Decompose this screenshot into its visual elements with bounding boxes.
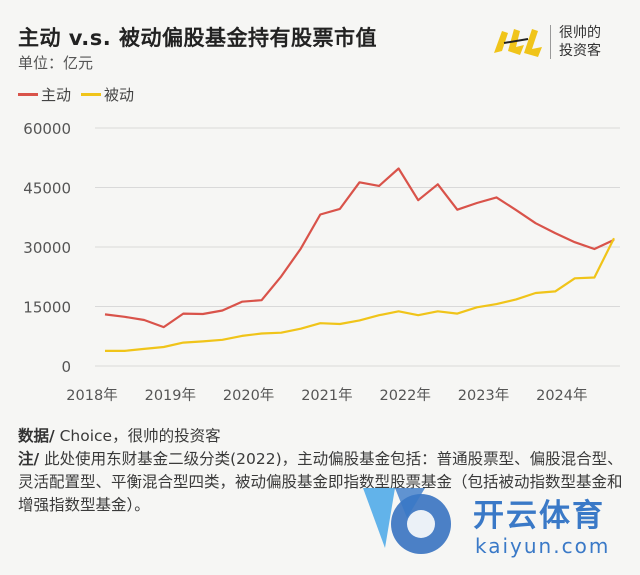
logo-divider	[550, 25, 551, 59]
x-tick-label: 2021年	[301, 387, 352, 404]
y-tick-label: 60000	[23, 120, 71, 138]
y-tick-label: 45000	[23, 180, 71, 198]
x-tick-label: 2019年	[145, 387, 196, 404]
series-line-active	[104, 167, 615, 329]
x-tick-label: 2024年	[536, 387, 587, 404]
legend-swatch-active	[18, 93, 38, 96]
legend-label-active: 主动	[41, 86, 72, 104]
legend-label-passive: 被动	[104, 86, 135, 104]
logo-line-2: 投资客	[559, 43, 601, 59]
legend-item-active: 主动	[18, 84, 71, 105]
chart-notes: 数据/ Choice，很帅的投资客 注/ 此处使用东财基金二级分类(2022)，…	[18, 425, 623, 517]
legend-swatch-passive	[81, 93, 102, 96]
legend-item-passive: 被动	[81, 84, 134, 105]
watermark-name: 开云体育	[473, 498, 605, 534]
brand-logo: 很帅的 投资客	[490, 18, 625, 66]
watermark-logo-icon	[363, 488, 451, 554]
y-tick-label: 0	[61, 358, 71, 376]
x-tick-label: 2023年	[458, 387, 509, 404]
y-tick-label: 30000	[23, 239, 71, 257]
watermark-url: kaiyun.com	[475, 534, 611, 558]
logo-line-1: 很帅的	[559, 25, 601, 41]
y-tick-label: 15000	[23, 299, 71, 317]
unit-label: 单位：亿元	[18, 54, 94, 72]
source-label: 数据/	[18, 427, 55, 445]
source-text: Choice，很帅的投资客	[54, 427, 221, 445]
x-tick-label: 2022年	[379, 387, 430, 404]
x-tick-label: 2020年	[223, 387, 274, 404]
line-chart: 60000 45000 30000 15000 0 2018年 2019年 2020年 2021…	[23, 120, 620, 404]
page-title: 主动 v.s. 被动偏股基金持有股票市值	[18, 26, 378, 50]
chart-legend: 主动 被动	[18, 84, 144, 105]
x-tick-label: 2018年	[66, 387, 117, 404]
method-note: 注/ 此处使用东财基金二级分类(2022)，主动偏股基金包括：普通股票型、偏股混…	[18, 448, 623, 517]
source-note: 数据/ Choice，很帅的投资客	[18, 425, 623, 448]
note-text: 此处使用东财基金二级分类(2022)，主动偏股基金包括：普通股票型、偏股混合型、…	[18, 450, 623, 514]
logo-text: 很帅的 投资客	[559, 24, 601, 60]
series-line-passive	[105, 237, 615, 352]
brand-mark-icon	[494, 29, 542, 57]
note-label: 注/	[18, 450, 40, 468]
watermark: 开云体育 kaiyun.com	[355, 478, 630, 568]
